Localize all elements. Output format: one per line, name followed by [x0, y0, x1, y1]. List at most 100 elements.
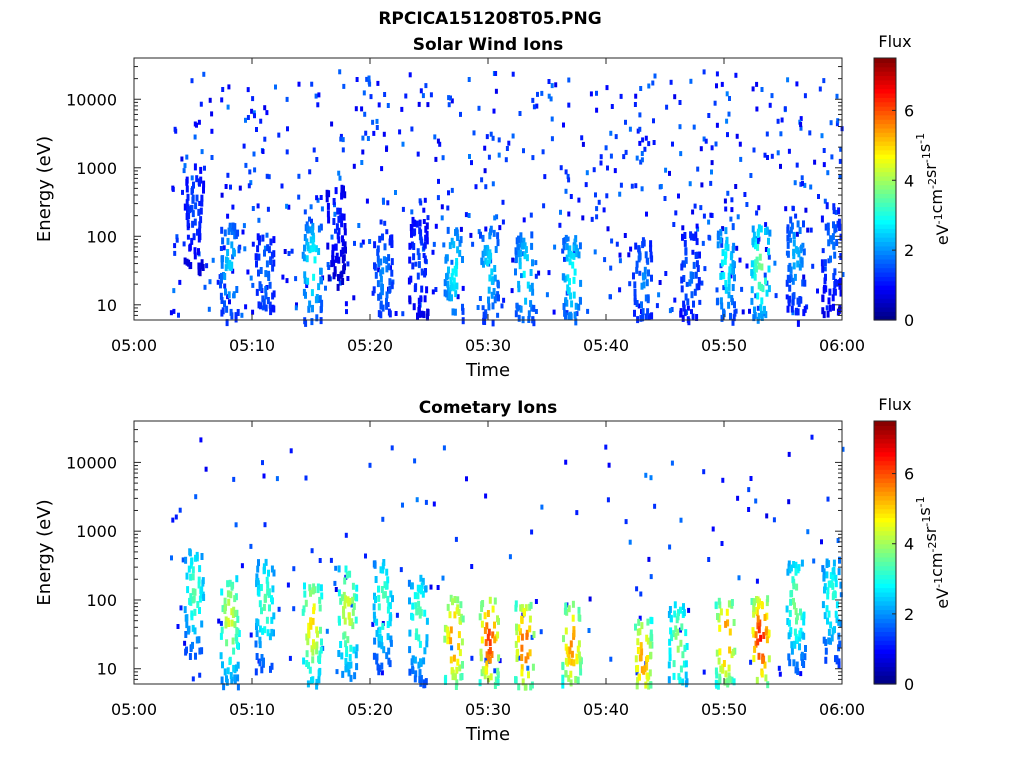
colorbar-swatch — [874, 276, 896, 282]
pixel — [726, 132, 729, 138]
pixel — [732, 678, 736, 686]
pixel — [816, 288, 819, 294]
pixel — [197, 235, 201, 243]
pixel — [496, 678, 500, 686]
pixel — [702, 136, 706, 142]
pixel — [521, 251, 525, 257]
pixel — [343, 228, 347, 236]
pixel — [262, 298, 266, 306]
pixel — [261, 627, 265, 635]
colorbar-swatch — [874, 451, 896, 457]
pixel — [838, 556, 841, 564]
pixel — [640, 309, 643, 314]
pixel — [563, 309, 567, 317]
pixel — [635, 682, 639, 690]
pixel — [424, 499, 428, 505]
pixel — [303, 209, 307, 215]
pixel — [566, 284, 570, 292]
pixel — [308, 300, 312, 308]
pixel — [835, 616, 839, 624]
pixel — [827, 297, 831, 305]
pixel — [488, 256, 492, 264]
pixel — [410, 126, 414, 132]
pixel — [238, 185, 242, 191]
colorbar-swatch — [874, 504, 896, 510]
pixel — [313, 586, 317, 594]
pixel — [717, 657, 721, 665]
pixel — [487, 654, 491, 662]
pixel — [452, 284, 456, 292]
pixel — [420, 587, 423, 595]
pixel — [635, 155, 639, 161]
x-tick-label: 05:50 — [701, 336, 747, 355]
pixel — [839, 581, 843, 589]
pixel — [642, 273, 646, 281]
pixel — [446, 626, 450, 634]
pixel — [372, 130, 376, 136]
pixel — [297, 81, 301, 87]
pixel — [422, 311, 426, 319]
pixel — [478, 296, 482, 301]
pixel — [568, 245, 572, 253]
colorbar-swatch — [874, 293, 896, 299]
pixel — [381, 622, 385, 630]
pixel — [316, 586, 320, 594]
pixel — [839, 233, 843, 241]
plot-area — [134, 421, 842, 684]
pixel — [264, 292, 268, 300]
pixel — [197, 581, 201, 589]
pixel — [257, 559, 260, 567]
pixel — [567, 605, 571, 613]
colorbar-swatch — [874, 662, 896, 668]
pixel — [381, 516, 385, 522]
pixel — [820, 215, 824, 223]
pixel — [220, 97, 224, 103]
pixel — [841, 446, 845, 452]
pixel — [547, 79, 551, 84]
pixel — [671, 141, 674, 147]
pixel — [789, 237, 793, 243]
pixel — [832, 559, 836, 567]
pixel — [511, 257, 515, 263]
pixel — [762, 632, 766, 639]
pixel — [520, 273, 523, 279]
pixel — [408, 72, 412, 78]
pixel — [411, 613, 415, 621]
pixel — [417, 600, 421, 608]
colorbar-swatch — [874, 508, 896, 514]
pixel — [455, 261, 459, 269]
pixel — [223, 273, 227, 280]
pixel — [388, 285, 392, 293]
burst-13 — [679, 231, 701, 326]
pixel — [646, 655, 650, 662]
pixel — [645, 279, 649, 287]
pixel — [753, 273, 757, 281]
pixel — [340, 652, 344, 660]
pixel — [644, 135, 648, 141]
pixel — [181, 557, 185, 563]
pixel — [294, 305, 298, 311]
pixel — [550, 83, 554, 89]
pixel — [786, 274, 790, 282]
pixel — [352, 163, 356, 169]
pixel — [695, 260, 699, 268]
pixel — [382, 199, 385, 205]
pixel — [423, 241, 427, 249]
pixel — [424, 678, 428, 686]
pixel — [669, 614, 673, 622]
pixel — [453, 611, 457, 619]
pixel — [341, 278, 345, 285]
pixel — [607, 462, 611, 468]
pixel — [492, 229, 496, 237]
pixel — [562, 243, 566, 251]
pixel — [753, 645, 757, 653]
pixel — [719, 297, 723, 305]
pixel — [798, 263, 802, 271]
pixel — [530, 304, 534, 312]
pixel — [344, 565, 348, 573]
pixel — [417, 310, 421, 318]
pixel — [390, 445, 394, 451]
pixel — [480, 177, 484, 183]
pixel — [539, 629, 543, 635]
